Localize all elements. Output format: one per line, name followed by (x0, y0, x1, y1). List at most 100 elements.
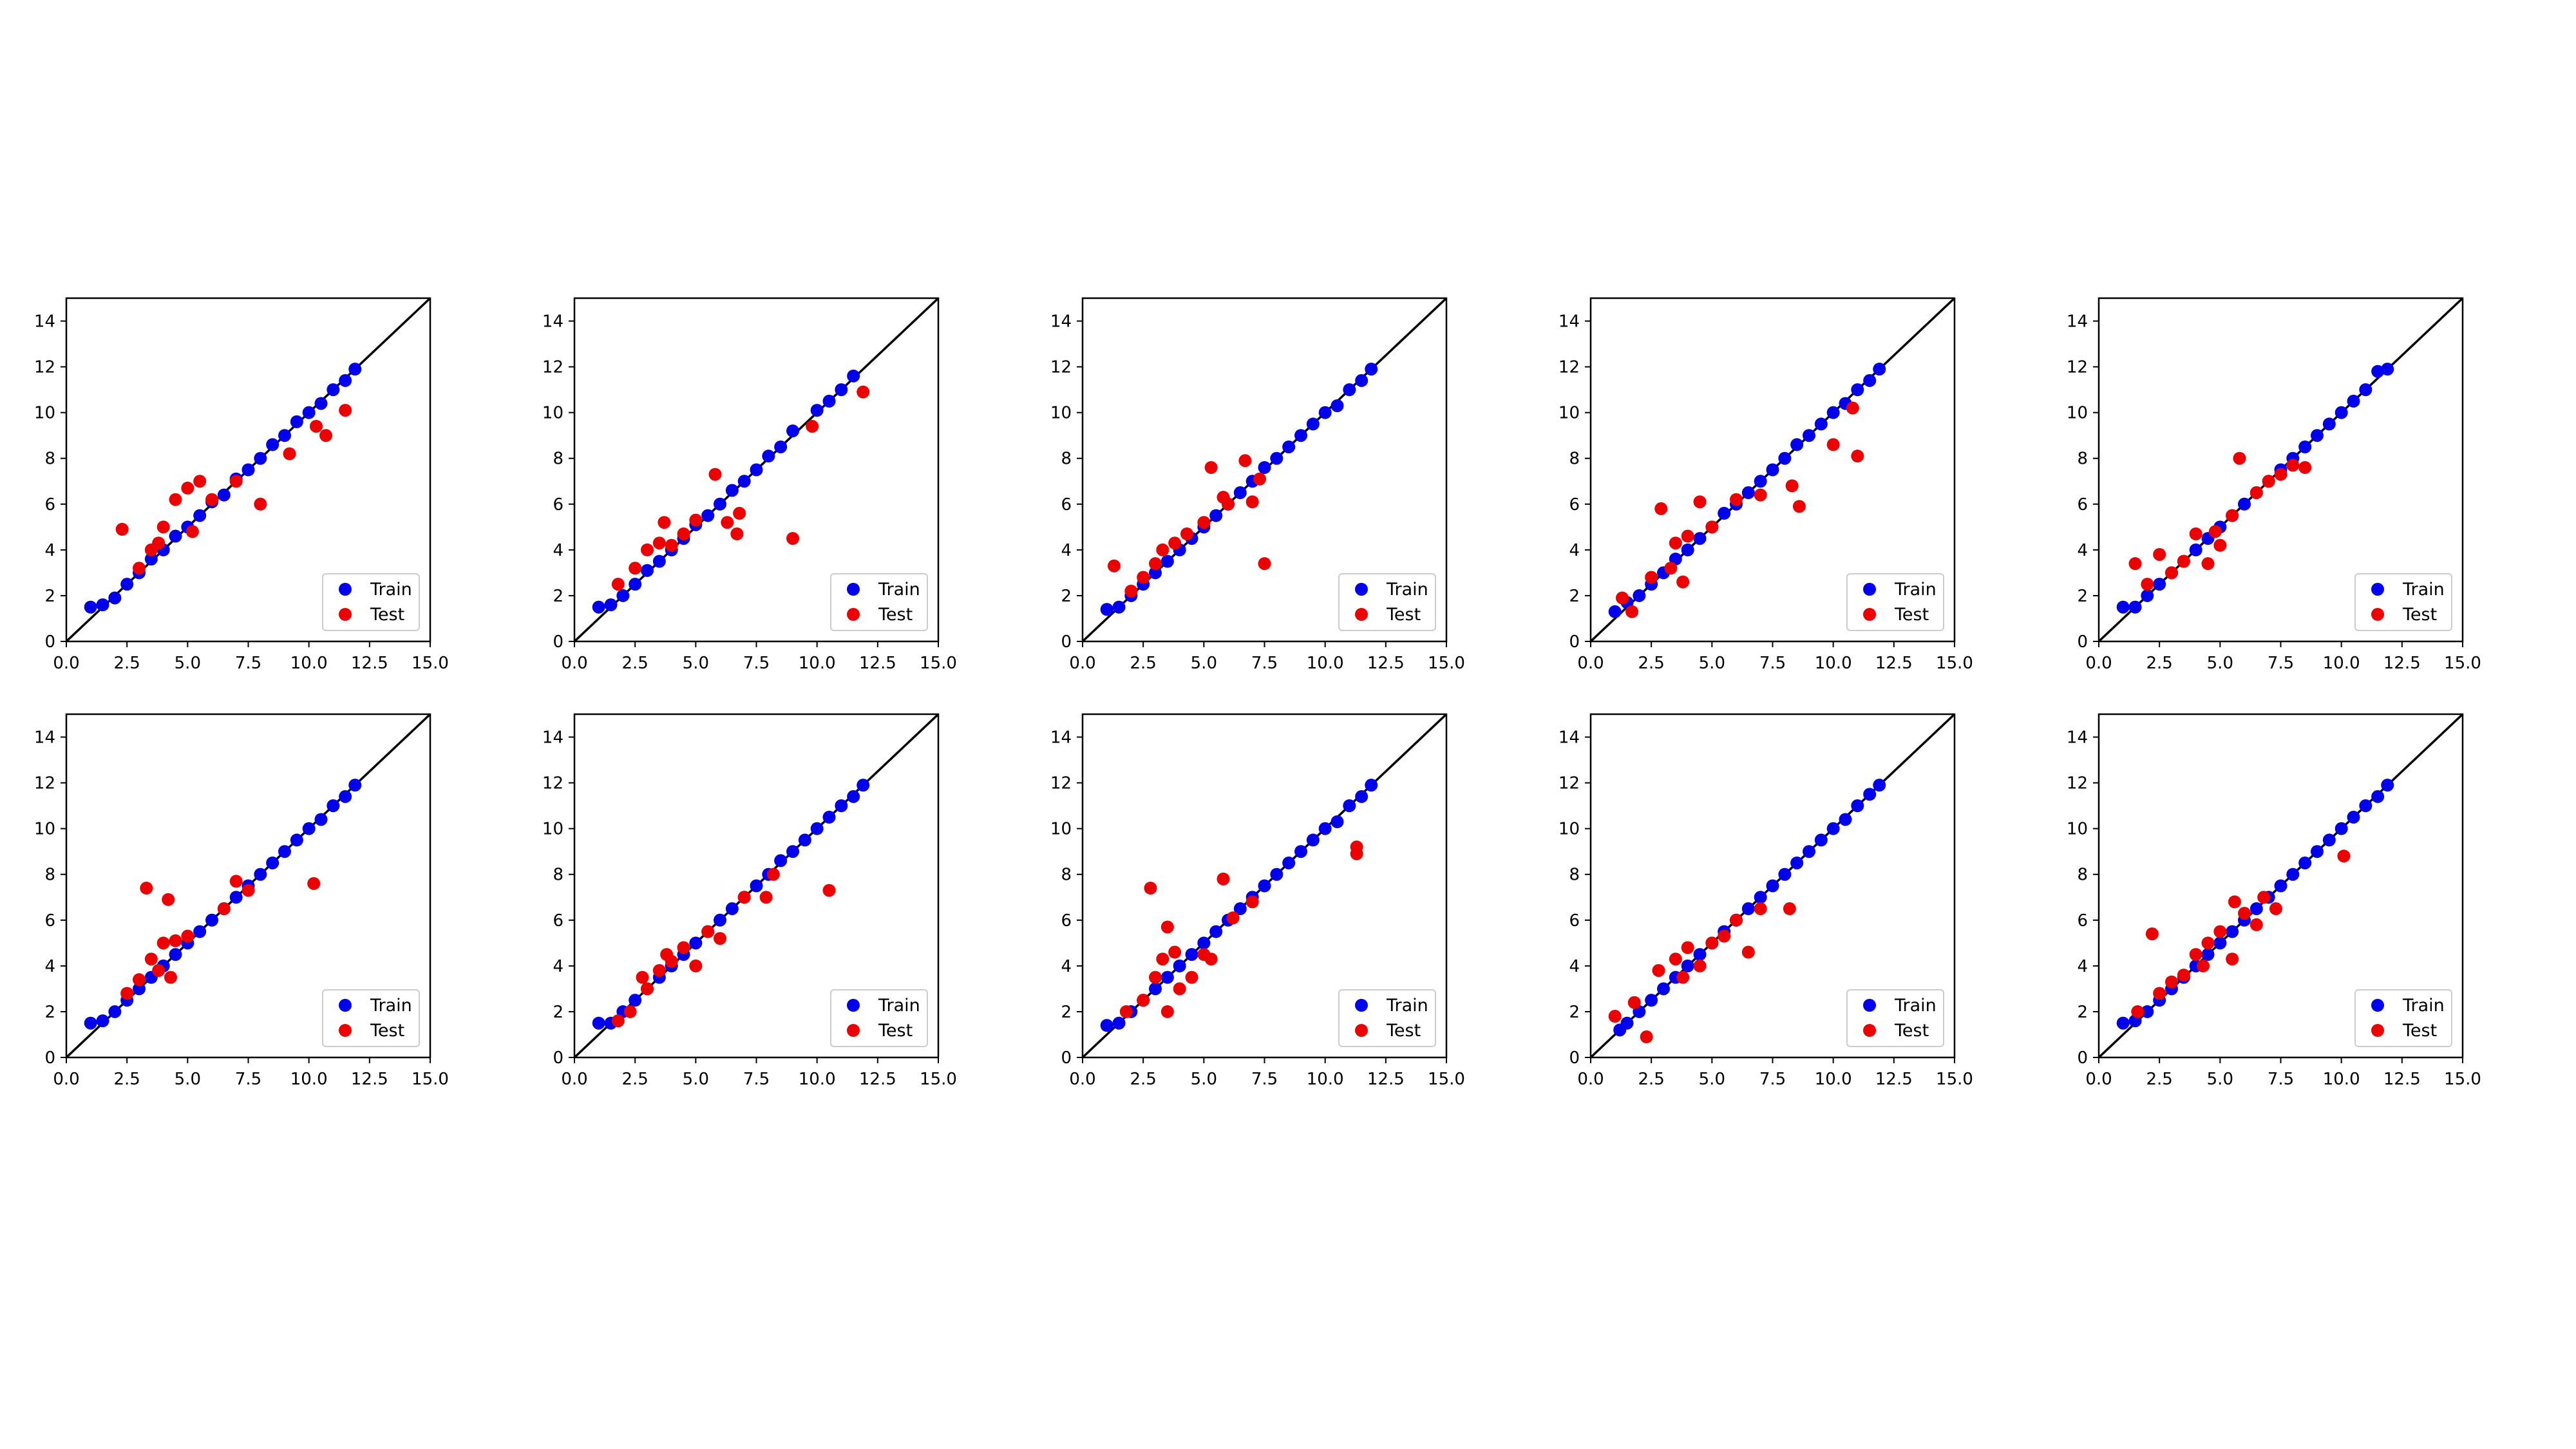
test-point (1792, 500, 1806, 513)
train-point (2153, 578, 2166, 591)
train-point (1873, 779, 1886, 792)
test-point (2165, 566, 2178, 580)
train-point (1343, 383, 1356, 397)
legend-marker-train (847, 999, 860, 1012)
x-tick-label: 5.0 (175, 1070, 201, 1089)
test-point (1652, 963, 1665, 977)
y-tick-label: 10 (34, 404, 55, 423)
train-point (1645, 994, 1658, 1007)
subplot-6: 0.0 2.5 5.0 7.5 10.0 12.5 15.0 0 2 4 6 8 10 12 14 Train… (34, 713, 449, 1089)
y-tick-label: 2 (553, 587, 564, 606)
test-point (1144, 882, 1157, 895)
y-tick-label: 2 (2077, 587, 2088, 606)
y-tick-label: 6 (553, 911, 564, 931)
x-tick-label: 5.0 (2207, 1070, 2233, 1089)
legend-marker-test (339, 1024, 352, 1037)
test-point (2228, 895, 2241, 909)
train-point (205, 913, 218, 927)
y-tick-label: 2 (44, 587, 55, 606)
train-point (1814, 417, 1828, 431)
legend-label-train: Train (370, 580, 412, 600)
train-point (652, 554, 666, 568)
y-tick-label: 0 (1569, 1048, 1580, 1068)
test-point (162, 893, 175, 906)
test-point (2298, 460, 2312, 474)
test-point (1705, 936, 1719, 950)
x-tick-label: 5.0 (175, 654, 201, 673)
test-point (1669, 952, 1682, 966)
train-point (822, 810, 836, 824)
test-point (2233, 451, 2246, 465)
test-point (152, 536, 166, 550)
test-point (652, 536, 666, 550)
x-tick-label: 7.5 (235, 654, 261, 673)
legend-marker-test (1355, 608, 1368, 621)
train-point (2371, 365, 2385, 378)
legend-marker-test (2371, 1024, 2384, 1037)
train-point (1331, 399, 1344, 413)
test-point (169, 493, 182, 506)
train-point (302, 822, 316, 835)
x-tick-label: 2.5 (1638, 654, 1664, 673)
train-point (1355, 790, 1368, 803)
x-tick-label: 15.0 (1428, 654, 1465, 673)
test-point (1238, 454, 1252, 468)
train-point (1306, 833, 1320, 847)
legend-label-train: Train (1386, 996, 1428, 1016)
x-tick-label: 10.0 (290, 654, 328, 673)
test-point (1783, 902, 1796, 916)
legend-label-test: Test (2402, 605, 2437, 625)
test-point (1826, 438, 1840, 451)
y-tick-label: 10 (1558, 404, 1580, 423)
train-point (1233, 902, 1247, 916)
train-point (786, 424, 799, 438)
train-point (1778, 867, 1792, 881)
legend-label-train: Train (878, 580, 920, 600)
train-point (1318, 406, 1332, 419)
y-tick-label: 8 (44, 450, 55, 469)
x-tick-label: 0.0 (1577, 1070, 1604, 1089)
x-tick-label: 2.5 (113, 654, 140, 673)
test-point (140, 882, 153, 895)
train-point (1826, 822, 1840, 835)
x-tick-label: 2.5 (621, 654, 648, 673)
test-point (2131, 1005, 2145, 1018)
train-point (1803, 845, 1815, 858)
train-point (2359, 799, 2372, 813)
test-point (1137, 571, 1150, 584)
test-point (1226, 911, 1240, 925)
train-point (1826, 406, 1840, 419)
test-point (1693, 495, 1707, 509)
legend-marker-test (847, 1024, 860, 1037)
train-point (847, 369, 860, 383)
legend-label-test: Test (370, 605, 404, 625)
x-tick-label: 15.0 (412, 654, 449, 673)
train-point (254, 451, 267, 465)
train-point (1112, 1016, 1126, 1030)
train-point (1766, 879, 1779, 893)
legend: Train Test (322, 989, 420, 1047)
test-point (193, 475, 207, 488)
test-point (1119, 1005, 1133, 1018)
test-point (1664, 562, 1678, 575)
train-point (266, 438, 279, 451)
train-point (2128, 600, 2142, 614)
train-point (2249, 902, 2263, 916)
test-point (857, 385, 870, 399)
series-test (1615, 401, 1864, 618)
test-point (2128, 557, 2142, 571)
y-tick-label: 14 (542, 728, 564, 748)
legend: Train Test (1846, 573, 1944, 631)
train-point (1365, 779, 1378, 792)
train-point (1149, 982, 1162, 996)
x-tick-label: 7.5 (1759, 654, 1786, 673)
train-point (835, 799, 848, 813)
y-tick-label: 0 (44, 632, 55, 652)
train-point (1766, 463, 1779, 477)
x-tick-label: 7.5 (743, 654, 770, 673)
y-tick-label: 6 (1061, 495, 1072, 515)
test-point (1693, 959, 1707, 972)
test-point (1156, 543, 1170, 556)
subplot-2: 0.0 2.5 5.0 7.5 10.0 12.5 15.0 0 2 4 6 8 10 12 14 Train… (542, 297, 957, 673)
train-point (1209, 509, 1223, 522)
